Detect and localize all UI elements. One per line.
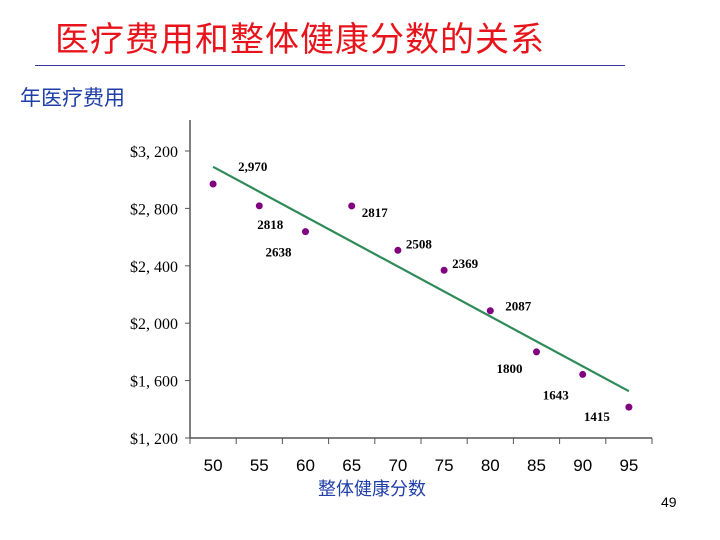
x-tick-label: 85	[527, 456, 546, 475]
page-number: 49	[661, 494, 677, 510]
data-point	[209, 180, 217, 188]
y-tick-label: $3, 200	[130, 144, 178, 161]
data-point	[302, 228, 309, 236]
data-point	[533, 348, 540, 356]
data-label: 2087	[505, 299, 532, 314]
data-label: 2369	[452, 256, 479, 271]
x-tick-label: 90	[573, 456, 592, 475]
x-tick-label: 50	[204, 456, 223, 475]
y-tick-label: $1, 600	[130, 374, 178, 391]
x-tick-label: 55	[250, 456, 269, 475]
data-point	[440, 266, 448, 274]
data-point	[625, 403, 633, 411]
data-label: 2818	[257, 217, 284, 232]
data-point	[394, 246, 402, 254]
y-tick-label: $1, 200	[130, 431, 178, 448]
x-tick-label: 80	[481, 456, 500, 475]
data-point	[486, 307, 494, 315]
x-tick-label: 60	[296, 456, 315, 475]
data-label: 1643	[543, 387, 570, 402]
y-tick-label: $2, 400	[130, 259, 178, 276]
data-label: 1800	[497, 361, 523, 376]
data-label: 2817	[362, 205, 389, 220]
data-label: 2508	[406, 236, 433, 251]
x-tick-label: 95	[619, 456, 638, 475]
data-point	[255, 202, 263, 210]
trend-line	[212, 165, 630, 393]
y-axis-label: 年医疗费用	[20, 87, 125, 110]
data-label: 2638	[266, 245, 293, 260]
slide-title: 医疗费用和整体健康分数的关系	[55, 22, 545, 59]
y-tick-label: $2, 000	[130, 316, 178, 333]
data-point	[348, 202, 356, 210]
x-axis-label: 整体健康分数	[318, 479, 426, 499]
data-label: 2,970	[238, 159, 267, 174]
data-point	[579, 370, 587, 378]
x-tick-label: 75	[435, 456, 454, 475]
data-label: 1415	[584, 409, 611, 424]
title-divider	[35, 65, 625, 66]
x-tick-label: 70	[388, 456, 407, 475]
y-tick-label: $2, 800	[130, 201, 178, 218]
x-tick-label: 65	[342, 456, 361, 475]
